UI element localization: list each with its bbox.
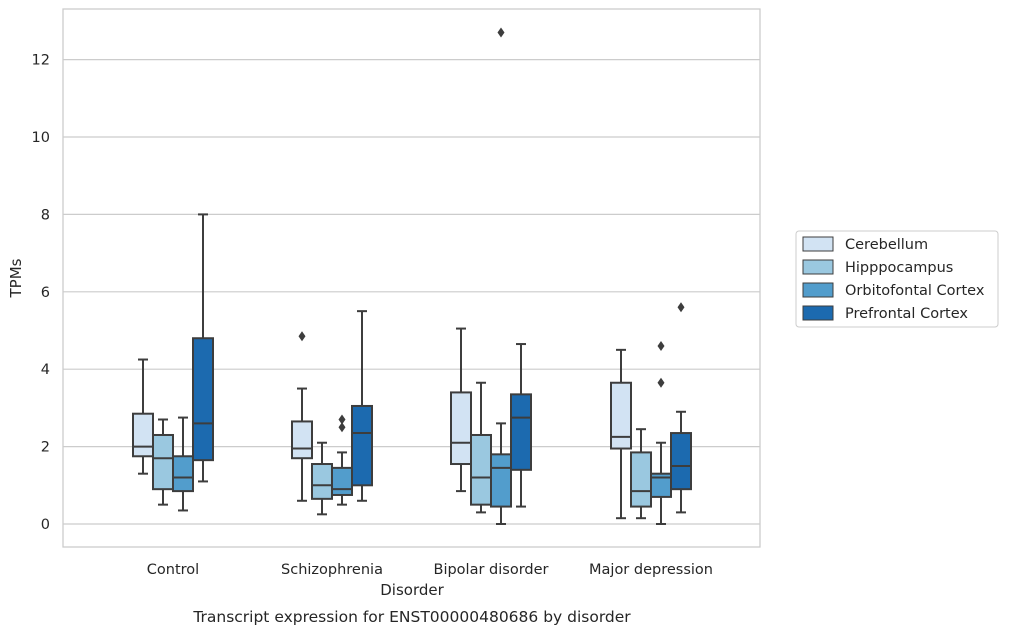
box-prefrontal-cortex [510, 343, 532, 508]
box-plots [132, 27, 692, 525]
box-cerebellum [132, 358, 154, 475]
y-axis-label: TPMs [7, 258, 25, 298]
box-hipppocampus [630, 428, 652, 520]
outlier-point [657, 340, 665, 351]
y-tick-labels: 0 2 4 6 8 10 12 [32, 53, 50, 533]
y-tick-label: 4 [41, 362, 50, 378]
legend-swatch [802, 282, 834, 298]
box-cerebellum [610, 348, 632, 520]
legend-label: Hipppocampus [845, 260, 953, 276]
legend-label: Prefrontal Cortex [845, 306, 968, 322]
outlier-point [657, 377, 665, 388]
plot-frame [62, 8, 761, 548]
outlier-point [298, 331, 306, 342]
box-iqr [610, 381, 632, 450]
legend-swatch [802, 236, 834, 252]
box-orbitofontal-cortex [650, 340, 672, 525]
box-hipppocampus [311, 441, 333, 516]
box-orbitofontal-cortex [331, 414, 353, 506]
box-iqr [132, 412, 154, 458]
y-tick-label: 8 [41, 207, 50, 223]
box-orbitofontal-cortex [490, 27, 512, 525]
y-tick-label: 0 [41, 517, 50, 533]
box-iqr [630, 451, 652, 508]
box-iqr [510, 393, 532, 471]
box-prefrontal-cortex [351, 310, 373, 502]
legend-items: Cerebellum Hipppocampus Orbitofontal Corte… [802, 236, 985, 322]
outlier-point [677, 302, 685, 313]
legend-label: Cerebellum [845, 237, 928, 253]
legend: Cerebellum Hipppocampus Orbitofontal Corte… [795, 230, 999, 328]
outlier-point [338, 414, 346, 425]
box-hipppocampus [152, 418, 174, 506]
y-tick-label: 10 [32, 130, 50, 146]
x-axis-label: Disorder [380, 581, 444, 599]
box-prefrontal-cortex [670, 302, 692, 514]
outlier-point [497, 27, 505, 38]
x-tick-labels: Control Schizophrenia Bipolar disorder Majo… [147, 562, 713, 578]
box-iqr [291, 420, 313, 460]
box-cerebellum [450, 327, 472, 493]
box-iqr [311, 463, 333, 500]
box-iqr [172, 455, 194, 493]
x-tick-label: Major depression [589, 562, 713, 578]
y-tick-label: 6 [41, 285, 50, 301]
box-iqr [450, 391, 472, 466]
box-iqr [351, 404, 373, 487]
box-iqr [490, 453, 512, 508]
box-iqr [152, 433, 174, 491]
chart-caption: Transcript expression for ENST0000048068… [192, 608, 631, 626]
x-tick-label: Bipolar disorder [434, 562, 549, 578]
box-iqr [670, 432, 692, 491]
box-orbitofontal-cortex [172, 416, 194, 512]
box-iqr [331, 466, 353, 496]
box-prefrontal-cortex [192, 213, 214, 483]
box-iqr [192, 337, 214, 462]
legend-swatch [802, 305, 834, 321]
legend-frame [795, 230, 999, 328]
outlier-point [338, 422, 346, 433]
y-tick-label: 12 [32, 53, 50, 69]
box-cerebellum [291, 331, 313, 502]
gridlines [63, 58, 760, 525]
y-tick-label: 2 [41, 440, 50, 456]
legend-label: Orbitofontal Cortex [845, 283, 985, 299]
box-hipppocampus [470, 381, 492, 514]
x-tick-label: Schizophrenia [281, 562, 383, 578]
box-iqr [470, 433, 492, 506]
x-tick-label: Control [147, 562, 199, 578]
legend-swatch [802, 259, 834, 275]
